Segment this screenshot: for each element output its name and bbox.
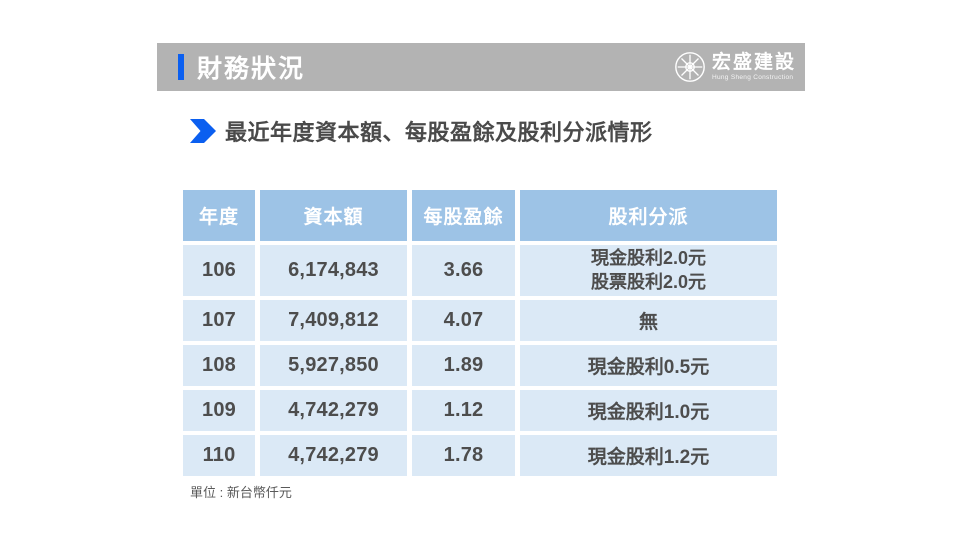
col-header-eps: 每股盈餘	[412, 190, 515, 241]
cell-eps: 4.07	[412, 300, 515, 341]
logo-company-name: 宏盛建設	[711, 51, 796, 73]
cell-dividend: 現金股利0.5元	[520, 345, 777, 386]
cell-capital: 5,927,850	[260, 345, 407, 386]
cell-year: 107	[183, 300, 255, 341]
cell-capital: 7,409,812	[260, 300, 407, 341]
cell-eps: 3.66	[412, 245, 515, 296]
dividend-line: 現金股利2.0元	[590, 248, 707, 269]
cell-capital: 6,174,843	[260, 245, 407, 296]
cell-dividend: 無	[520, 300, 777, 341]
cell-year: 109	[183, 390, 255, 431]
header-banner: 財務狀況 宏盛建設 Hung Sheng Construction	[157, 43, 805, 91]
page-title: 財務狀況	[197, 55, 306, 83]
section-heading: 最近年度資本額、每股盈餘及股利分派情形	[190, 116, 653, 146]
section-title: 最近年度資本額、每股盈餘及股利分派情形	[225, 120, 653, 145]
cell-dividend: 現金股利1.0元	[520, 390, 777, 431]
unit-footnote: 單位 : 新台幣仟元	[190, 485, 292, 500]
accent-bar	[178, 54, 184, 80]
col-header-capital: 資本額	[260, 190, 407, 241]
cell-capital: 4,742,279	[260, 390, 407, 431]
dividend-line: 股票股利2.0元	[590, 271, 707, 292]
logo-company-subtitle: Hung Sheng Construction	[711, 73, 794, 81]
cell-year: 110	[183, 435, 255, 476]
financial-table: 年度 資本額 每股盈餘 股利分派 106 6,174,843 3.66 現金股利…	[183, 190, 777, 476]
company-logo: 宏盛建設 Hung Sheng Construction	[673, 43, 796, 91]
cell-capital: 4,742,279	[260, 435, 407, 476]
cell-dividend: 現金股利1.2元	[520, 435, 777, 476]
logo-text: 宏盛建設 Hung Sheng Construction	[712, 53, 796, 82]
cell-eps: 1.78	[412, 435, 515, 476]
cell-dividend: 現金股利2.0元 股票股利2.0元	[520, 245, 777, 296]
col-header-year: 年度	[183, 190, 255, 241]
chevron-right-icon	[190, 119, 216, 143]
cell-eps: 1.89	[412, 345, 515, 386]
compass-emblem-icon	[675, 52, 705, 82]
cell-eps: 1.12	[412, 390, 515, 431]
cell-year: 108	[183, 345, 255, 386]
col-header-dividend: 股利分派	[520, 190, 777, 241]
cell-year: 106	[183, 245, 255, 296]
